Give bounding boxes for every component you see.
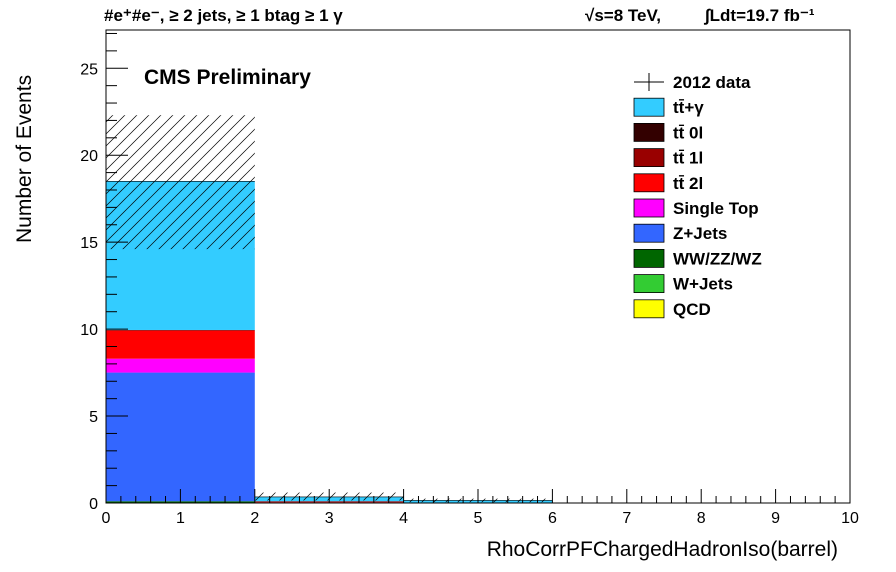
x-tick-label: 7 bbox=[622, 510, 631, 527]
y-tick-label: 5 bbox=[89, 409, 98, 426]
x-tick-label: 5 bbox=[474, 510, 483, 527]
legend-label: tt̄ 0l bbox=[673, 123, 703, 142]
legend-swatch bbox=[633, 97, 665, 117]
y-tick-label: 15 bbox=[80, 235, 98, 252]
y-tick-label: 0 bbox=[89, 496, 98, 513]
cms-preliminary-label: CMS Preliminary bbox=[144, 66, 311, 89]
legend-label: WW/ZZ/WZ bbox=[673, 249, 762, 268]
legend-label: tt̄ 1l bbox=[673, 149, 703, 168]
energy-header: √s=8 TeV, bbox=[585, 6, 661, 25]
legend-label: QCD bbox=[673, 300, 711, 319]
y-axis: 0 5 10 15 20 25 bbox=[80, 32, 128, 513]
legend-label: tt̄ 2l bbox=[673, 174, 703, 193]
legend-swatch bbox=[633, 198, 665, 218]
legend-swatch bbox=[633, 299, 665, 319]
bar-segment bbox=[106, 330, 255, 359]
x-tick-label: 9 bbox=[771, 510, 780, 527]
legend-swatch bbox=[633, 274, 665, 294]
y-axis-title: Number of Events bbox=[13, 75, 36, 243]
legend: 2012 data tt̄+γ tt̄ 0l tt̄ 1l tt̄ 2l Single T… bbox=[633, 73, 762, 319]
legend-label: 2012 data bbox=[673, 73, 751, 92]
legend-label: Z+Jets bbox=[673, 224, 727, 243]
x-tick-label: 3 bbox=[325, 510, 334, 527]
x-tick-label: 10 bbox=[841, 510, 859, 527]
legend-swatch bbox=[633, 248, 665, 268]
x-tick-label: 4 bbox=[399, 510, 408, 527]
bar-segment bbox=[106, 358, 255, 373]
legend-swatch bbox=[633, 123, 665, 142]
bar-segment bbox=[106, 329, 255, 331]
uncertainty-band bbox=[106, 115, 255, 250]
x-axis-title: RhoCorrPFChargedHadronIso(barrel) bbox=[487, 538, 838, 561]
x-axis: 0 1 2 3 4 5 6 7 8 9 10 bbox=[102, 489, 859, 527]
legend-swatch bbox=[633, 148, 665, 168]
x-tick-label: 1 bbox=[176, 510, 185, 527]
y-tick-label: 10 bbox=[80, 322, 98, 339]
legend-swatch bbox=[633, 223, 665, 243]
lumi-header: ∫Ldt=19.7 fb⁻¹ bbox=[703, 6, 815, 25]
y-tick-label: 20 bbox=[80, 148, 98, 165]
selection-header: #e⁺#e⁻, ≥ 2 jets, ≥ 1 btag ≥ 1 γ bbox=[104, 6, 343, 25]
x-tick-label: 6 bbox=[548, 510, 557, 527]
legend-label: Single Top bbox=[673, 199, 759, 218]
x-tick-label: 0 bbox=[102, 510, 111, 527]
x-tick-label: 8 bbox=[697, 510, 706, 527]
legend-swatch bbox=[633, 173, 665, 193]
x-tick-label: 2 bbox=[250, 510, 259, 527]
legend-label: tt̄+γ bbox=[673, 98, 704, 117]
y-tick-label: 25 bbox=[80, 61, 98, 78]
legend-label: W+Jets bbox=[673, 275, 733, 294]
bar-segment bbox=[106, 372, 255, 502]
